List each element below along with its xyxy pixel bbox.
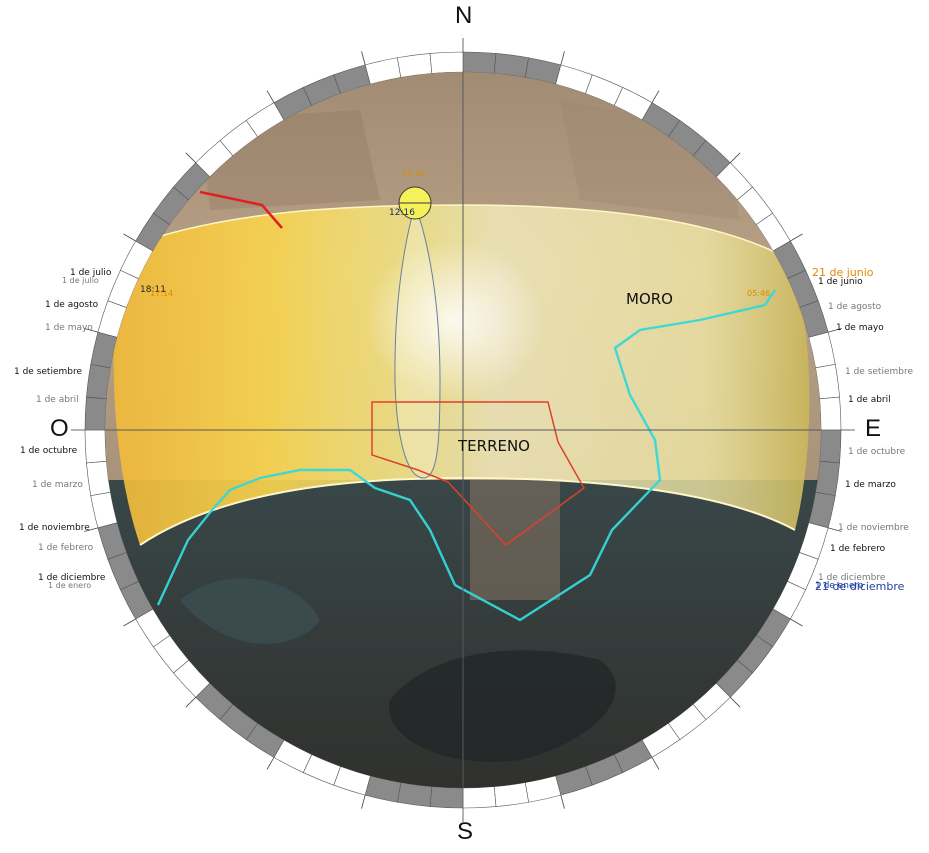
- ring-segment: [819, 429, 842, 464]
- ring-tick: [828, 328, 842, 333]
- ring-segment: [815, 460, 840, 496]
- west-date-label: 1 de julio: [62, 276, 99, 285]
- ring-segment: [429, 786, 464, 809]
- analemma: [394, 203, 441, 479]
- field-patch: [470, 480, 560, 600]
- water-body: [180, 578, 320, 644]
- east-date-label: 1 de noviembre: [838, 523, 909, 533]
- ring-segment: [86, 460, 111, 496]
- sunset-time-a: 18:11: [140, 285, 166, 295]
- ring-segment: [462, 786, 497, 809]
- east-date-labels: 21 de junio 1 de junio 1 de agosto 1 de …: [812, 266, 913, 593]
- west-date-label: 1 de abril: [36, 395, 79, 405]
- ring-tick: [266, 757, 275, 770]
- ring-tick: [266, 90, 275, 103]
- west-date-label: 1 de diciembre: [38, 573, 106, 583]
- ring-tick: [828, 527, 842, 532]
- ring-tick: [185, 697, 196, 708]
- label-terreno: TERRENO: [457, 437, 530, 455]
- east-date-label: 1 de febrero: [830, 544, 886, 554]
- east-date-label: 1 de enero: [815, 581, 864, 591]
- ring-segment: [84, 429, 107, 464]
- east-date-label: 1 de diciembre: [818, 573, 886, 583]
- sunrise-time: 05:46: [747, 289, 770, 298]
- ring-tick: [560, 51, 565, 65]
- ring-segment: [819, 396, 842, 431]
- ring-tick: [730, 152, 741, 163]
- west-date-label: 1 de julio: [70, 268, 112, 278]
- ring-segment: [397, 53, 433, 78]
- ring-tick: [651, 90, 660, 103]
- east-date-label: 1 de mayo: [836, 323, 884, 333]
- water-body: [389, 650, 616, 762]
- cardinal-south: S: [457, 818, 474, 845]
- ring-segment: [84, 396, 107, 431]
- ring-tick: [361, 795, 366, 809]
- ring-tick: [123, 233, 136, 242]
- ring-tick: [185, 152, 196, 163]
- west-date-label: 1 de octubre: [20, 446, 78, 456]
- band-glow: [365, 240, 545, 400]
- ring-tick: [84, 328, 98, 333]
- east-date-label: 21 de junio: [812, 266, 874, 279]
- west-date-label: 1 de noviembre: [19, 523, 90, 533]
- east-date-label: 1 de junio: [818, 277, 863, 287]
- ring-tick: [123, 618, 136, 627]
- west-date-label: 1 de febrero: [38, 543, 94, 553]
- ring-tick: [84, 527, 98, 532]
- west-date-label: 1 de enero: [48, 581, 91, 590]
- road-line: [199, 190, 283, 229]
- east-date-label: 1 de abril: [848, 395, 891, 405]
- sun-time-label: 12:16: [389, 208, 415, 218]
- ring-tick: [560, 795, 565, 809]
- sunset-time-b: 17:14: [150, 289, 173, 298]
- ring-segment: [815, 364, 840, 400]
- river-line: [156, 289, 776, 622]
- west-date-label: 1 de mayo: [45, 323, 93, 333]
- ring-segment: [493, 53, 529, 78]
- east-date-label: 1 de marzo: [845, 480, 896, 490]
- ring-tick: [361, 51, 366, 65]
- terreno-outline: [371, 401, 585, 547]
- west-date-label: 1 de setiembre: [14, 367, 82, 377]
- east-date-label: 1 de agosto: [828, 302, 882, 312]
- ring-segment: [462, 51, 497, 74]
- ring-tick: [790, 233, 803, 242]
- cardinal-north: N: [455, 2, 473, 29]
- ring-tick: [651, 757, 660, 770]
- ring-segment: [397, 782, 433, 807]
- ring-segment: [86, 364, 111, 400]
- cardinal-east: E: [865, 415, 882, 442]
- east-date-label: 1 de setiembre: [845, 367, 913, 377]
- ring-tick: [790, 618, 803, 627]
- east-date-label: 1 de octubre: [848, 447, 906, 457]
- west-date-labels: 1 de julio 1 de julio 1 de agosto 1 de m…: [14, 268, 112, 590]
- east-date-label: 21 de diciembre: [815, 580, 905, 593]
- ring-tick: [730, 697, 741, 708]
- sun-time-ghost: 13:16: [402, 169, 425, 178]
- ring-segment: [429, 51, 464, 74]
- west-date-label: 1 de agosto: [45, 300, 99, 310]
- ring-segment: [493, 782, 529, 807]
- west-date-label: 1 de marzo: [32, 480, 83, 490]
- cardinal-west: O: [50, 415, 69, 442]
- label-moro: MORO: [626, 290, 673, 308]
